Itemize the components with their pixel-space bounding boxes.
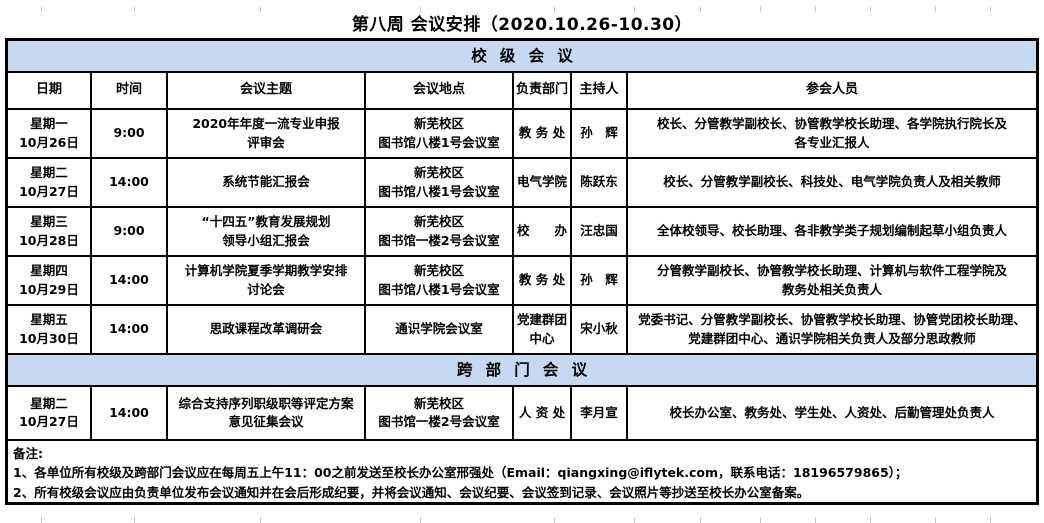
- section-header-label: 校级会议: [471, 46, 586, 65]
- column-header-date: 日期: [8, 73, 90, 108]
- page-title: 第八周 会议安排（2020.10.26-10.30）: [351, 14, 693, 35]
- section-header-label: 跨部门会议: [456, 360, 601, 379]
- cell-date: 星期五 10月30日: [8, 306, 90, 353]
- cell-dept: 人 资 处: [514, 387, 570, 439]
- cell-dept: 校 办: [514, 208, 570, 255]
- top-gridline-strip: [0, 6, 1044, 12]
- cell-time: 9:00: [92, 110, 166, 157]
- cell-dept: 教 务 处: [514, 257, 570, 304]
- meeting-schedule-table: 校级会议 日期 时间 会议主题 会议地点 负责部门 主持人 参会人员 星期一 1…: [5, 38, 1039, 505]
- cell-dept: 电气学院: [514, 159, 570, 206]
- column-header-topic: 会议主题: [168, 73, 364, 108]
- cell-dept: 教 务 处: [514, 110, 570, 157]
- cell-topic: 2020年年度一流专业申报 评审会: [168, 110, 364, 157]
- column-header-location: 会议地点: [366, 73, 512, 108]
- cell-dept: 党建群团 中心: [514, 306, 570, 353]
- cell-date: 星期二 10月27日: [8, 159, 90, 206]
- cell-time: 14:00: [92, 257, 166, 304]
- cell-host: 李月宣: [572, 387, 626, 439]
- cell-topic: “十四五”教育发展规划 领导小组汇报会: [168, 208, 364, 255]
- cell-time: 14:00: [92, 306, 166, 353]
- cell-time: 14:00: [92, 387, 166, 439]
- cell-location: 新芜校区 图书馆一楼2号会议室: [366, 387, 512, 439]
- notes-line-1: 1、各单位所有校级及跨部门会议应在每周五上午11：00之前发送至校长办公室邢强处…: [13, 465, 908, 481]
- column-header-dept: 负责部门: [514, 73, 570, 108]
- column-header-time: 时间: [92, 73, 166, 108]
- cell-host: 陈跃东: [572, 159, 626, 206]
- cell-topic: 系统节能汇报会: [168, 159, 364, 206]
- cell-attendees: 校长办公室、教务处、学生处、人资处、后勤管理处负责人: [628, 387, 1036, 439]
- cell-attendees: 全体校领导、校长助理、各非教学类子规划编制起草小组负责人: [628, 208, 1036, 255]
- cell-location: 新芜校区 图书馆八楼1号会议室: [366, 110, 512, 157]
- cell-location: 新芜校区 图书馆八楼1号会议室: [366, 257, 512, 304]
- cell-time: 14:00: [92, 159, 166, 206]
- cell-time: 9:00: [92, 208, 166, 255]
- cell-topic: 思政课程改革调研会: [168, 306, 364, 353]
- column-header-attendees: 参会人员: [628, 73, 1036, 108]
- column-header-host: 主持人: [572, 73, 626, 108]
- cell-date: 星期四 10月29日: [8, 257, 90, 304]
- cell-host: 孙 辉: [572, 110, 626, 157]
- cell-attendees: 校长、分管教学副校长、科技处、电气学院负责人及相关教师: [628, 159, 1036, 206]
- cell-location: 新芜校区 图书馆一楼2号会议室: [366, 208, 512, 255]
- cell-location: 新芜校区 图书馆八楼1号会议室: [366, 159, 512, 206]
- notes-block: 备注: 1、各单位所有校级及跨部门会议应在每周五上午11：00之前发送至校长办公…: [8, 441, 1036, 502]
- cell-topic: 计算机学院夏季学期教学安排 讨论会: [168, 257, 364, 304]
- section-header-cross-department: 跨部门会议: [8, 355, 1036, 385]
- cell-host: 宋小秋: [572, 306, 626, 353]
- cell-host: 汪忠国: [572, 208, 626, 255]
- cell-date: 星期一 10月26日: [8, 110, 90, 157]
- bottom-gridline-strip: [0, 517, 1044, 523]
- notes-line-2: 2、所有校级会议应由负责单位发布会议通知并在会后形成纪要，并将会议通知、会议纪要…: [13, 484, 810, 500]
- cell-topic: 综合支持序列职级职等评定方案 意见征集会议: [168, 387, 364, 439]
- cell-location: 通识学院会议室: [366, 306, 512, 353]
- cell-attendees: 校长、分管教学副校长、协管教学校长助理、各学院执行院长及 各专业汇报人: [628, 110, 1036, 157]
- cell-attendees: 党委书记、分管教学副校长、协管教学校长助理、协管党团校长助理、 党建群团中心、通…: [628, 306, 1036, 353]
- notes-label: 备注:: [13, 446, 43, 461]
- cell-date: 星期三 10月28日: [8, 208, 90, 255]
- cell-attendees: 分管教学副校长、协管教学校长助理、计算机与软件工程学院及 教务处相关负责人: [628, 257, 1036, 304]
- section-header-school-level: 校级会议: [8, 41, 1036, 71]
- cell-date: 星期二 10月27日: [8, 387, 90, 439]
- cell-host: 孙 辉: [572, 257, 626, 304]
